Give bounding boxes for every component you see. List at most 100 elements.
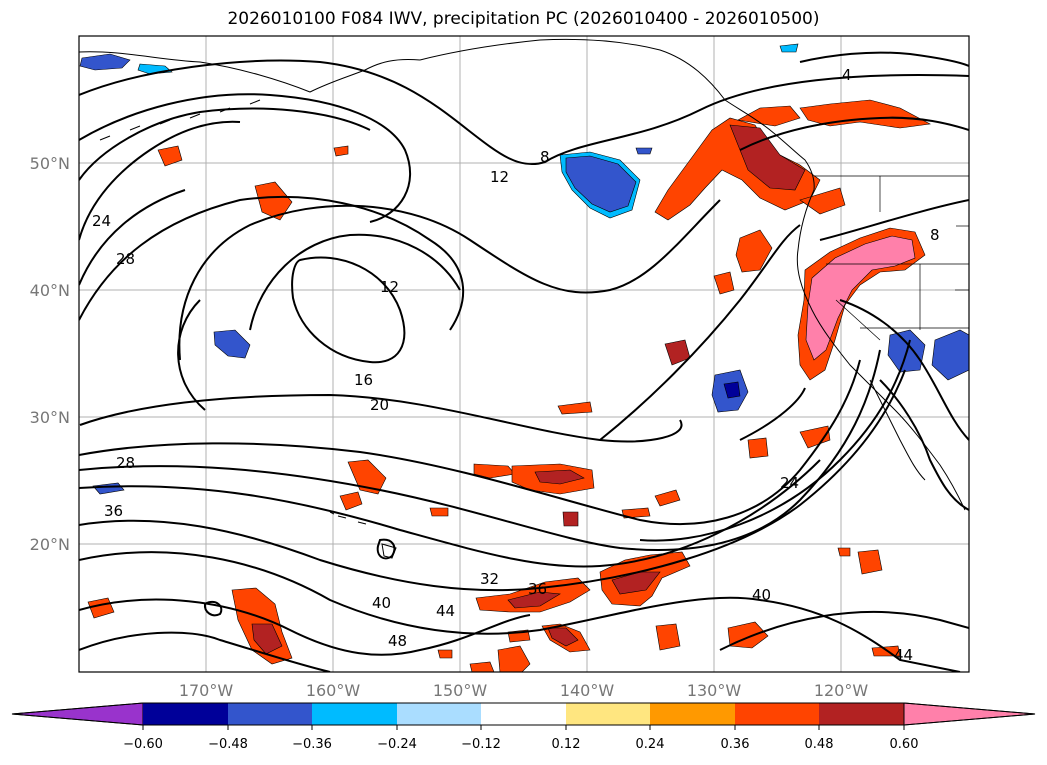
iwv-contour — [799, 51, 969, 67]
iwv-contour — [819, 199, 969, 241]
coastlines — [79, 38, 966, 559]
contour-label: 32 — [480, 570, 499, 588]
warm-anomaly — [805, 235, 916, 361]
political-borders — [814, 175, 969, 341]
iwv-contour — [178, 199, 721, 361]
alaska-coast — [79, 51, 421, 93]
colorbar-tick-label: 0.36 — [721, 737, 750, 752]
colorbar-tick-label: 0.12 — [552, 737, 581, 752]
iwv-contour — [719, 611, 969, 651]
warm-anomaly — [735, 229, 773, 273]
iwv-contour — [376, 538, 396, 560]
warm-anomaly — [469, 661, 495, 672]
map-content — [79, 36, 969, 672]
warm-anomaly — [737, 105, 801, 127]
colorbar-segment — [228, 703, 312, 725]
colorbar-tick-label: −0.12 — [461, 737, 501, 752]
blue-anomaly — [931, 329, 969, 381]
border — [835, 299, 881, 341]
contour-labels: 4 8 8 12 12 16 20 24 28 24 28 36 32 36 4… — [92, 66, 940, 664]
blue-anomaly — [213, 329, 251, 359]
colorbar-extend-right — [903, 702, 1036, 726]
bc-coast — [724, 99, 815, 191]
colorbar-tick-label: 0.60 — [890, 737, 919, 752]
blue-anomaly — [79, 53, 131, 71]
lat-label: 40°N — [30, 281, 70, 300]
contour-label: 36 — [528, 580, 547, 598]
warm-anomaly — [497, 645, 531, 672]
warm-anomaly — [534, 469, 585, 485]
contour-label: 8 — [540, 148, 550, 166]
latitude-labels: 50°N 40°N 30°N 20°N — [30, 154, 70, 554]
lon-label: 150°W — [433, 681, 488, 700]
iwv-contour — [249, 233, 461, 331]
lat-label: 30°N — [30, 408, 70, 427]
iwv-contour — [79, 195, 464, 331]
lon-label: 140°W — [560, 681, 615, 700]
warm-anomaly — [339, 491, 363, 511]
iwv-contour — [79, 359, 861, 526]
iwv-contour — [79, 59, 969, 166]
iwv-contour — [79, 369, 906, 592]
colorbar-segment — [566, 703, 650, 725]
iwv-contour — [739, 387, 806, 441]
colorbar-segment — [735, 703, 819, 725]
lat-label: 50°N — [30, 154, 70, 173]
contour-label: 48 — [388, 632, 407, 650]
map-frame — [78, 35, 970, 673]
warm-anomaly — [655, 623, 681, 651]
warm-anomaly — [729, 124, 806, 191]
baja-coast — [869, 379, 926, 481]
warm-anomaly — [429, 507, 449, 517]
iwv-contour — [79, 189, 186, 286]
contour-label: 16 — [354, 371, 373, 389]
colorbar-segment — [312, 703, 397, 725]
iwv-contour — [79, 120, 241, 241]
iwv-contour — [599, 224, 801, 441]
negative-precip-anomalies — [79, 43, 969, 495]
contour-label: 12 — [380, 278, 399, 296]
colorbar-tick-label: −0.36 — [292, 737, 332, 752]
warm-anomaly — [557, 401, 593, 415]
iwv-contour — [79, 107, 371, 181]
iwv-contour — [79, 551, 961, 672]
longitude-labels: 170°W 160°W 150°W 140°W 130°W 120°W — [179, 681, 869, 700]
warm-anomaly — [507, 591, 561, 609]
iwv-contour — [203, 600, 223, 617]
colorbar-tick-label: 0.48 — [805, 737, 834, 752]
blue-anomaly — [779, 43, 799, 53]
alaska-coast — [419, 38, 726, 101]
iwv-contour — [177, 299, 206, 411]
colorbar-segment — [819, 703, 904, 725]
blue-anomaly — [635, 147, 653, 155]
colorbar-tick-label: −0.48 — [208, 737, 248, 752]
map-background — [79, 36, 969, 672]
lon-label: 160°W — [306, 681, 361, 700]
lon-label: 130°W — [687, 681, 742, 700]
contour-label: 24 — [780, 474, 799, 492]
us-west-coast — [796, 189, 966, 511]
lat-label: 20°N — [30, 535, 70, 554]
warm-anomaly — [547, 627, 579, 647]
contour-label: 40 — [752, 586, 771, 604]
contour-label: 44 — [436, 602, 455, 620]
iwv-contour — [839, 299, 969, 441]
figure-title: 2026010100 F084 IWV, precipitation PC (2… — [227, 9, 820, 29]
warm-anomaly — [654, 489, 681, 507]
iwv-contour — [79, 93, 411, 223]
colorbar-segment — [143, 703, 228, 725]
warm-anomaly — [713, 271, 735, 295]
blue-anomaly — [565, 155, 637, 213]
contour-label: 4 — [842, 66, 852, 84]
iwv-contour — [79, 631, 331, 672]
warm-anomaly — [473, 463, 516, 479]
colorbar-tick-label: −0.24 — [377, 737, 417, 752]
colorbar-segment — [397, 703, 481, 725]
iwv-contour — [79, 349, 881, 551]
aleutian-islands — [99, 99, 261, 141]
colorbar-segment — [650, 703, 735, 725]
colorbar-tick-label: −0.60 — [123, 737, 163, 752]
iwv-contours — [79, 51, 969, 672]
